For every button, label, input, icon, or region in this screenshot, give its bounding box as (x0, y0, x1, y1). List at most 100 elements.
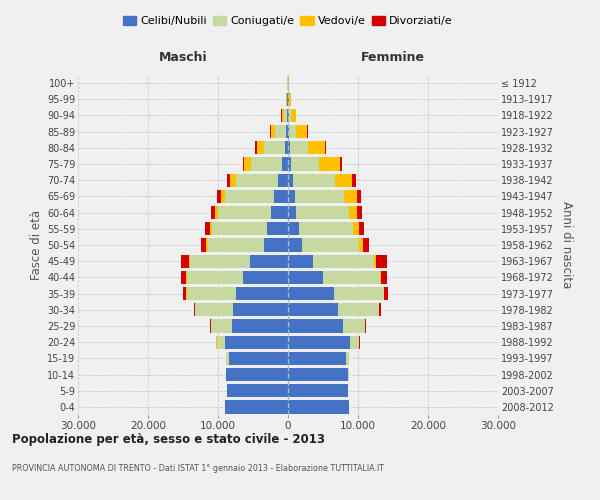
Bar (288, 238, 302, 252)
Bar (233, 303, 288, 316)
Bar (288, 141, 290, 154)
Bar (382, 270, 387, 284)
Bar (287, 92, 288, 106)
Bar (227, 384, 288, 398)
Bar (205, 222, 210, 235)
Bar (277, 174, 288, 187)
Bar (299, 222, 353, 235)
Bar (251, 158, 283, 170)
Bar (352, 174, 356, 187)
Bar (225, 400, 288, 413)
Bar (284, 141, 288, 154)
Bar (227, 174, 230, 187)
Bar (275, 125, 286, 138)
Bar (263, 141, 284, 154)
Bar (235, 174, 277, 187)
Bar (211, 320, 232, 332)
Bar (225, 190, 274, 203)
Bar (257, 141, 263, 154)
Bar (274, 190, 288, 203)
Bar (230, 174, 235, 187)
Bar (288, 109, 289, 122)
Bar (289, 92, 290, 106)
Bar (206, 238, 208, 252)
Y-axis label: Anni di nascita: Anni di nascita (560, 202, 573, 288)
Bar (283, 158, 288, 170)
Bar (217, 336, 225, 349)
Bar (229, 352, 288, 365)
Bar (187, 270, 242, 284)
Bar (217, 190, 221, 203)
Bar (334, 287, 384, 300)
Bar (293, 174, 335, 187)
Bar (270, 125, 271, 138)
Bar (250, 254, 288, 268)
Bar (284, 109, 287, 122)
Bar (385, 287, 388, 300)
Bar (267, 222, 288, 235)
Bar (208, 238, 263, 252)
Bar (187, 287, 235, 300)
Bar (374, 254, 376, 268)
Bar (356, 190, 361, 203)
Bar (195, 303, 233, 316)
Text: Maschi: Maschi (158, 52, 208, 64)
Bar (181, 270, 186, 284)
Text: Femmine: Femmine (361, 52, 425, 64)
Bar (218, 206, 271, 220)
Bar (376, 254, 387, 268)
Bar (288, 320, 343, 332)
Bar (242, 158, 244, 170)
Bar (344, 190, 356, 203)
Bar (181, 254, 189, 268)
Bar (313, 254, 374, 268)
Bar (319, 158, 340, 170)
Bar (289, 109, 291, 122)
Bar (288, 270, 323, 284)
Bar (271, 125, 275, 138)
Legend: Celibi/Nubili, Coniugati/e, Vedovi/e, Divorziati/e: Celibi/Nubili, Coniugati/e, Vedovi/e, Di… (123, 16, 453, 26)
Bar (189, 254, 190, 268)
Bar (295, 190, 344, 203)
Text: PROVINCIA AUTONOMA DI TRENTO - Dati ISTAT 1° gennaio 2013 - Elaborazione TUTTITA: PROVINCIA AUTONOMA DI TRENTO - Dati ISTA… (12, 464, 384, 473)
Bar (190, 254, 250, 268)
Bar (325, 141, 326, 154)
Bar (221, 190, 225, 203)
Bar (183, 287, 186, 300)
Bar (359, 238, 363, 252)
Bar (296, 125, 307, 138)
Bar (193, 303, 194, 316)
Bar (288, 352, 346, 365)
Bar (323, 270, 380, 284)
Bar (282, 109, 284, 122)
Bar (286, 125, 288, 138)
Bar (346, 352, 349, 365)
Bar (200, 238, 206, 252)
Bar (350, 336, 359, 349)
Bar (291, 158, 319, 170)
Bar (349, 206, 357, 220)
Bar (210, 222, 212, 235)
Bar (226, 368, 288, 381)
Bar (308, 141, 325, 154)
Bar (288, 384, 347, 398)
Bar (338, 303, 379, 316)
Bar (235, 287, 288, 300)
Bar (244, 158, 251, 170)
Bar (343, 320, 365, 332)
Bar (288, 206, 296, 220)
Bar (365, 320, 366, 332)
Bar (288, 158, 291, 170)
Bar (302, 238, 359, 252)
Text: Popolazione per età, sesso e stato civile - 2013: Popolazione per età, sesso e stato civil… (12, 432, 325, 446)
Bar (263, 238, 288, 252)
Bar (271, 206, 288, 220)
Bar (225, 336, 288, 349)
Bar (340, 158, 341, 170)
Bar (291, 109, 296, 122)
Y-axis label: Fasce di età: Fasce di età (29, 210, 43, 280)
Bar (242, 270, 288, 284)
Bar (211, 206, 215, 220)
Bar (288, 368, 348, 381)
Bar (287, 109, 288, 122)
